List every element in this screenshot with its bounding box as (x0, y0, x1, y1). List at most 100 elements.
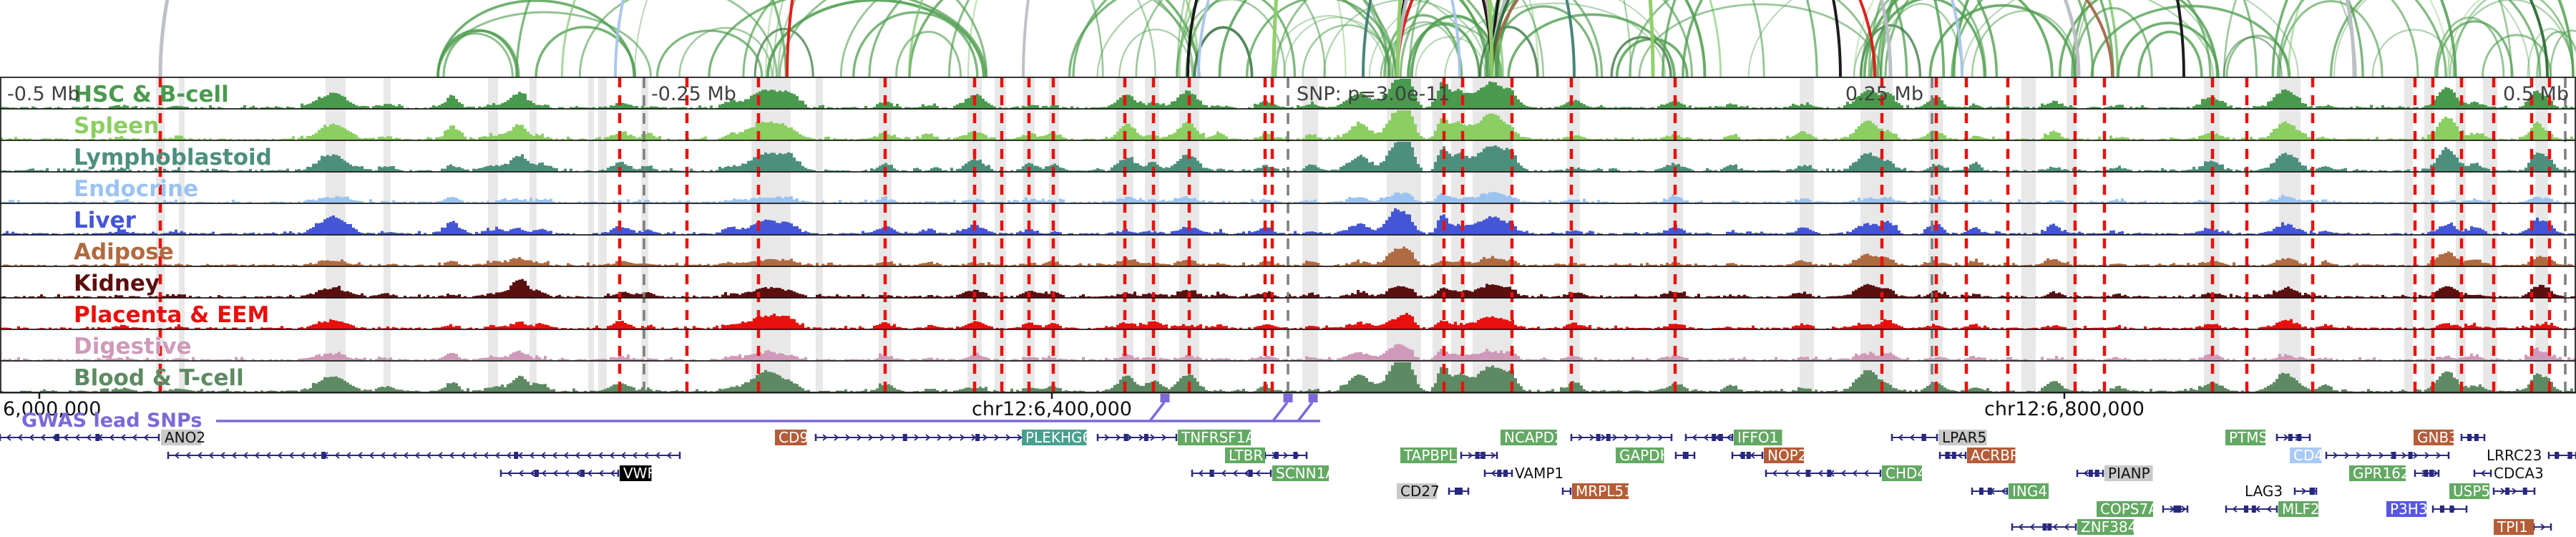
gene-label-tnfrsf1a[interactable]: TNFRSF1A (1181, 429, 1256, 446)
gene-label-lpar5[interactable]: LPAR5 (1942, 429, 1986, 446)
gene-plekhg6: PLEKHG6 (1022, 429, 1178, 446)
interaction-arc (868, 0, 1397, 77)
gene-label-cd4[interactable]: CD4 (2293, 447, 2323, 464)
gene-label-ing4[interactable]: ING4 (2012, 483, 2047, 500)
gene-label-znf384[interactable]: ZNF384 (2081, 518, 2137, 536)
gene-label-gapdh[interactable]: GAPDH (1619, 447, 1671, 464)
gene-label-chd4[interactable]: CHD4 (1885, 465, 1926, 482)
interaction-arc (1628, 0, 1878, 77)
interaction-arc (2436, 20, 2514, 77)
gene-label-ptms[interactable]: PTMS (2229, 429, 2268, 446)
gene-label-bg (1938, 430, 1987, 445)
exon-block (1293, 452, 1298, 459)
interaction-arc (1322, 0, 1488, 77)
gene-label-tapbpl[interactable]: TAPBPL (1403, 447, 1457, 464)
strand-arrow-icons (1578, 434, 1664, 441)
gene-label-bg (2414, 430, 2454, 445)
strand-arrow-icons (174, 452, 672, 459)
exon-block (2042, 523, 2047, 531)
gene-label-gpr162[interactable]: GPR162 (2353, 465, 2410, 482)
strand-arrow-icons (2480, 470, 2486, 477)
gene-label-nop2[interactable]: NOP2 (1767, 447, 1807, 464)
gene-label-tpi1[interactable]: TPI1 (2497, 518, 2528, 536)
exon-block (1979, 488, 1984, 495)
gene-label-iffo1[interactable]: IFFO1 (1737, 429, 1778, 446)
exon-block (580, 470, 585, 477)
gene-label-mlf2[interactable]: MLF2 (2282, 500, 2320, 518)
interaction-arc (2449, 0, 2575, 77)
interaction-arc (1870, 0, 1986, 77)
gene-label-bg (2494, 519, 2534, 535)
gene-label-lag3[interactable]: LAG3 (2245, 483, 2283, 500)
gene-label-cdca3[interactable]: CDCA3 (2494, 465, 2544, 482)
gwas-snp-marker[interactable] (1160, 394, 1170, 402)
exon-block (1274, 452, 1279, 459)
interaction-arc (1245, 0, 1397, 77)
gene-label-bg (2009, 483, 2049, 499)
gene-label-bg (2386, 501, 2426, 517)
exon-block (2567, 452, 2572, 459)
interaction-arc (1368, 0, 1674, 77)
gene-label-bg (775, 430, 807, 445)
exon-block (2424, 470, 2429, 477)
exon-block (2467, 434, 2472, 441)
interaction-arc (2536, 30, 2576, 77)
gene-vamp1: VAMP1 (1483, 465, 1563, 482)
gene-label-mrpl51[interactable]: MRPL51 (1576, 483, 1633, 500)
gene-label-scnn1a[interactable]: SCNN1A (1276, 465, 1335, 482)
gene-label-cd9[interactable]: CD9 (779, 429, 809, 446)
gene-label-bg (2278, 501, 2318, 517)
track-borders (0, 77, 2576, 393)
exon-block (2408, 452, 2413, 459)
interaction-arc (1274, 0, 1492, 77)
gwas-snp-marker[interactable] (1308, 394, 1318, 402)
gene-label-cops7a[interactable]: COPS7A (2100, 500, 2158, 518)
gene-label-pianp[interactable]: PIANP (2108, 465, 2150, 482)
gene-label-usp5[interactable]: USP5 (2453, 483, 2490, 500)
strand-arrow-icons (2018, 523, 2069, 531)
interaction-arc (2276, 0, 2419, 77)
interaction-arc (655, 29, 763, 77)
signal-lymphoblastoid (0, 142, 2576, 172)
strand-arrow-icons (2301, 488, 2307, 495)
interaction-arc (753, 27, 814, 77)
gene-label-bg (1400, 448, 1457, 463)
gene-label-vamp1[interactable]: VAMP1 (1515, 465, 1563, 482)
gene-label-ano2[interactable]: ANO2 (165, 429, 205, 446)
gene-label-ncapd2[interactable]: NCAPD2 (1504, 429, 1563, 446)
gene-label-bg (1501, 430, 1557, 445)
interaction-arc (1072, 0, 1502, 77)
gene-label-ltbr[interactable]: LTBR (1229, 447, 1263, 464)
gene-label-cd27[interactable]: CD27 (1400, 483, 1440, 500)
gene-label-bg (161, 430, 201, 445)
exon-block (1951, 452, 1956, 459)
gene-label-lrrc23[interactable]: LRRC23 (2487, 447, 2542, 464)
gene-label-vwf[interactable]: VWF (623, 465, 655, 482)
signal-endocrine (0, 192, 2576, 203)
gene-vwf: VWF (499, 465, 655, 482)
gene-mlf2: MLF2 (2225, 500, 2320, 518)
gene-label-bg (2225, 430, 2265, 445)
interaction-arc (678, 26, 774, 77)
gene-label-acrbp[interactable]: ACRBP (1971, 447, 2019, 464)
gene-label-plekhg6[interactable]: PLEKHG6 (1025, 429, 1091, 446)
exon-block (1712, 434, 1717, 441)
interaction-arc (708, 0, 987, 77)
strand-arrow-icons (1692, 434, 1732, 441)
exon-block (1454, 488, 1459, 495)
exon-block (1143, 434, 1148, 441)
interaction-arc (2058, 0, 2219, 77)
gene-lag3: LAG3 (2245, 483, 2318, 500)
gene-chd4: CHD4 (1765, 465, 1926, 482)
gene-label-p3h3[interactable]: P3H3 (2390, 500, 2428, 518)
gwas-snp-marker[interactable] (1283, 394, 1293, 402)
signal-blood-t-cell (0, 362, 2573, 392)
exon-block (1805, 470, 1810, 477)
interaction-arc (1490, 0, 2081, 77)
exon-block (902, 434, 907, 441)
gene-label-gnb3[interactable]: GNB3 (2417, 429, 2458, 446)
track-label-adipose: Adipose (74, 239, 174, 265)
exon-block (1248, 470, 1253, 477)
exon-block (2177, 505, 2182, 513)
exon-block (1987, 488, 1992, 495)
